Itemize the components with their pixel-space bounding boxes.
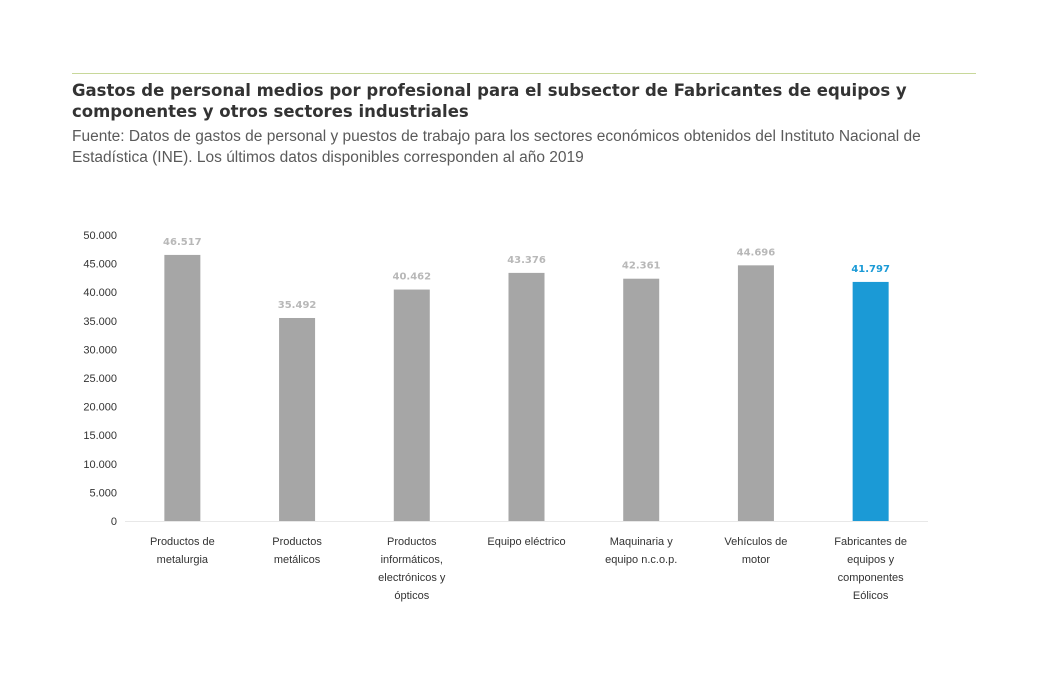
x-category-label: equipo n.c.o.p.	[605, 554, 677, 566]
x-category-label: ópticos	[394, 590, 429, 602]
bar	[623, 278, 660, 521]
y-tick-label: 25.000	[83, 373, 117, 385]
y-tick-label: 10.000	[83, 459, 117, 471]
x-category-label: Maquinaria y	[610, 536, 673, 548]
bar	[737, 265, 774, 521]
y-tick-label: 0	[111, 516, 117, 528]
data-label: 41.797	[851, 264, 890, 275]
x-category-label: electrónicos y	[378, 572, 446, 584]
bar	[164, 254, 201, 521]
x-category-label: Productos	[272, 536, 322, 548]
chart-source-note: Fuente: Datos de gastos de personal y pu…	[72, 128, 921, 166]
x-category-label: Equipo eléctrico	[487, 536, 565, 548]
data-label: 44.696	[737, 247, 776, 258]
x-category-label: equipos y	[847, 554, 895, 566]
y-tick-label: 35.000	[83, 316, 117, 328]
y-tick-label: 20.000	[83, 402, 117, 414]
bar	[852, 281, 889, 521]
x-category-label: componentes	[838, 572, 905, 584]
y-tick-label: 30.000	[83, 344, 117, 356]
x-category-label: Fabricantes de	[834, 536, 907, 548]
data-label: 46.517	[163, 237, 202, 248]
x-category-label: Productos	[387, 536, 437, 548]
data-label: 43.376	[507, 255, 546, 266]
bar	[508, 272, 545, 521]
y-tick-label: 40.000	[83, 287, 117, 299]
data-label: 35.492	[278, 300, 317, 311]
y-tick-label: 5.000	[89, 487, 117, 499]
data-label: 40.462	[392, 272, 431, 283]
bar	[279, 317, 316, 521]
x-category-label: Eólicos	[853, 590, 889, 602]
title-rule	[72, 73, 976, 74]
y-tick-label: 45.000	[83, 259, 117, 271]
x-category-label: Productos de	[150, 536, 215, 548]
x-category-label: informáticos,	[381, 554, 443, 566]
data-label: 42.361	[622, 261, 661, 272]
x-category-label: metálicos	[274, 554, 321, 566]
x-category-label: metalurgia	[157, 554, 209, 566]
y-tick-label: 50.000	[83, 230, 117, 242]
x-category-label: motor	[742, 554, 770, 566]
bar	[393, 289, 430, 521]
x-category-label: Vehículos de	[724, 536, 787, 548]
chart-title: Gastos de personal medios por profesiona…	[72, 81, 907, 121]
y-tick-label: 15.000	[83, 430, 117, 442]
